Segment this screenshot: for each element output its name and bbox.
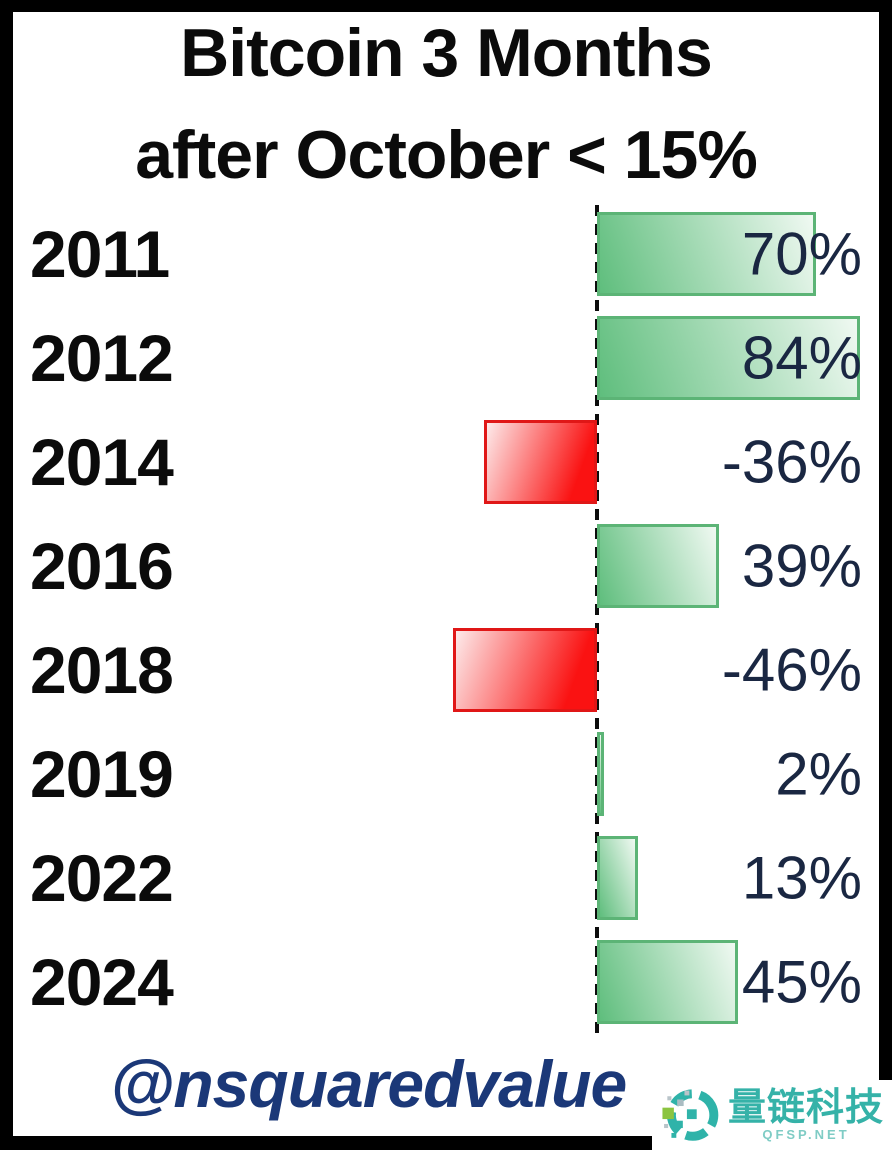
value-label: 45% xyxy=(741,948,862,1016)
logo: 量链科技 QFSP.NET xyxy=(652,1080,892,1150)
zero-axis-line xyxy=(595,205,599,1035)
logo-site: QFSP.NET xyxy=(762,1127,850,1142)
value-label: 84% xyxy=(741,324,862,392)
value-label: -36% xyxy=(721,428,862,496)
year-label: 2014 xyxy=(30,425,174,499)
bar-positive xyxy=(597,732,604,816)
chart-title-line1: Bitcoin 3 Months xyxy=(180,15,713,91)
value-label: 2% xyxy=(775,740,862,808)
year-label: 2011 xyxy=(30,217,170,291)
logo-text: 量链科技 QFSP.NET xyxy=(728,1088,884,1142)
value-label: 70% xyxy=(741,220,862,288)
value-label: -46% xyxy=(721,636,862,704)
bar-positive xyxy=(597,212,817,296)
bar-negative xyxy=(484,420,597,504)
year-label: 2019 xyxy=(30,737,174,811)
bar-positive xyxy=(597,524,720,608)
watermark-handle: @nsquaredvalue xyxy=(110,1047,627,1121)
chart-title-line2: after October < 15% xyxy=(135,117,758,193)
bar-negative xyxy=(453,628,597,712)
value-label: 39% xyxy=(741,532,862,600)
logo-name: 量链科技 xyxy=(728,1087,885,1129)
value-label: 13% xyxy=(741,844,862,912)
year-label: 2012 xyxy=(30,321,174,395)
bar-positive xyxy=(597,836,638,920)
year-label: 2024 xyxy=(30,945,174,1019)
bar-positive xyxy=(597,316,860,400)
chart-title: Bitcoin 3 Months after October < 15% xyxy=(0,2,892,206)
bar-positive xyxy=(597,940,738,1024)
year-label: 2016 xyxy=(30,529,174,603)
year-label: 2018 xyxy=(30,633,174,707)
year-label: 2022 xyxy=(30,841,174,915)
logo-ring-icon xyxy=(662,1089,719,1141)
